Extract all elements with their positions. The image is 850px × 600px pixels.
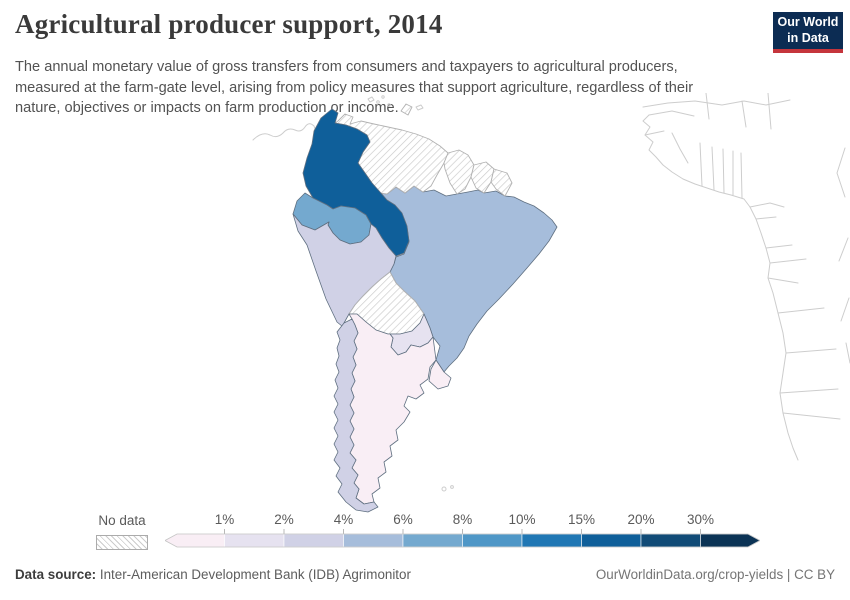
choropleth-map xyxy=(252,93,850,513)
legend-tick-label: 15% xyxy=(567,512,596,527)
country-peru[interactable] xyxy=(292,213,397,332)
legend-tick-label: 10% xyxy=(508,512,536,527)
legend-tick-label: 4% xyxy=(333,512,354,527)
country-guyana[interactable] xyxy=(443,149,475,195)
data-source-value: Inter-American Development Bank (IDB) Ag… xyxy=(99,567,411,582)
country-trinidad[interactable] xyxy=(400,103,413,116)
africa-outline xyxy=(642,93,850,461)
caribbean-island-dot xyxy=(381,95,385,99)
legend-no-data-label: No data xyxy=(98,513,146,528)
country-suriname[interactable] xyxy=(470,161,495,194)
attribution-link[interactable]: OurWorldinData.org/crop-yields | CC BY xyxy=(595,567,835,582)
data-source-label: Data source: xyxy=(15,567,97,582)
country-french-guiana[interactable] xyxy=(490,168,513,197)
legend-tick-label: 20% xyxy=(627,512,655,527)
legend-tick-label: 1% xyxy=(214,512,235,527)
legend-tick-label: 6% xyxy=(393,512,413,527)
page-title: Agricultural producer support, 2014 xyxy=(15,9,443,39)
falkland-islands-dot xyxy=(441,486,447,492)
legend-tick-label: 2% xyxy=(274,512,294,527)
owid-logo[interactable]: Our World in Data xyxy=(773,12,843,53)
country-uruguay[interactable] xyxy=(428,359,452,390)
caribbean-islet-outline xyxy=(367,96,424,111)
legend-colorbar[interactable]: 1% 2% 4% 6% 8% 10% 15% 20% 30% xyxy=(165,512,760,550)
owid-logo-line1: Our World xyxy=(777,14,839,29)
legend-tick-label: 30% xyxy=(686,512,715,527)
country-chile[interactable] xyxy=(333,318,379,513)
owid-logo-line2: in Data xyxy=(787,30,829,45)
footer: Data source: Inter-American Development … xyxy=(15,567,835,582)
central-america-outline xyxy=(252,123,318,141)
legend-tick-label: 8% xyxy=(452,512,473,527)
country-colombia[interactable] xyxy=(302,108,410,257)
legend-no-data-swatch[interactable] xyxy=(96,535,148,550)
falkland-islands-dot xyxy=(450,485,454,489)
caribbean-island-dot xyxy=(376,100,380,104)
caribbean-island-dot xyxy=(387,103,391,107)
legend-color-scale[interactable] xyxy=(165,529,760,548)
data-source: Data source: Inter-American Development … xyxy=(15,567,411,582)
chart-subtitle: The annual monetary value of gross trans… xyxy=(15,59,694,117)
